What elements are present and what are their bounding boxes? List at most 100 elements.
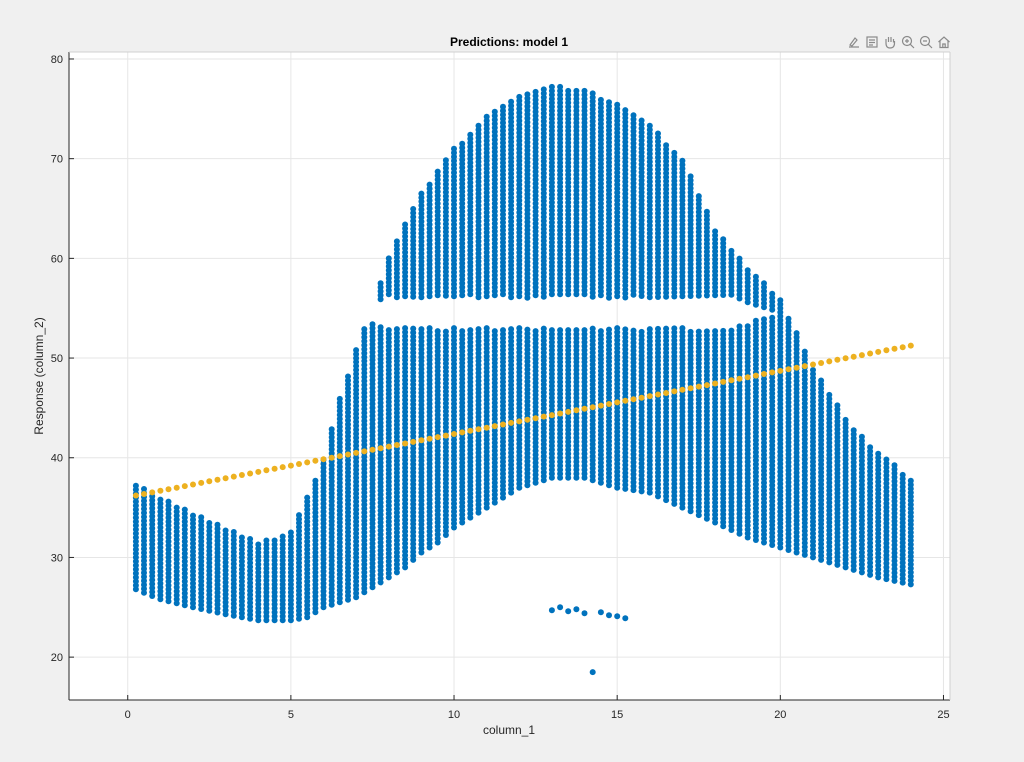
observed-point	[296, 512, 302, 519]
observed-point	[247, 536, 254, 542]
observed-point	[459, 328, 466, 335]
observed-point	[622, 326, 629, 333]
observed-point	[402, 325, 409, 332]
observed-point	[679, 325, 686, 332]
observed-point	[214, 521, 221, 528]
observed-point	[573, 327, 580, 334]
observed-point	[451, 145, 457, 152]
observed-point	[744, 323, 751, 330]
observed-point	[198, 514, 205, 521]
observed-point	[263, 537, 270, 544]
observed-point	[459, 140, 466, 147]
observed-point	[426, 325, 433, 332]
observed-point	[500, 103, 506, 110]
observed-point	[345, 373, 351, 380]
observed-point	[720, 236, 727, 243]
observed-point	[418, 190, 425, 197]
observed-point	[646, 122, 653, 129]
observed-point	[720, 327, 727, 334]
observed-point	[712, 328, 719, 335]
observed-point	[516, 325, 523, 332]
observed-point	[655, 325, 661, 332]
observed-point	[361, 326, 368, 333]
observed-point	[385, 327, 392, 334]
observed-point	[671, 325, 678, 332]
observed-point	[663, 325, 670, 332]
observed-point	[532, 328, 539, 335]
observed-point	[508, 98, 515, 105]
observed-point	[540, 86, 547, 93]
observed-point	[426, 181, 433, 188]
observed-point	[385, 255, 392, 262]
observed-point	[630, 112, 637, 119]
observed-point	[597, 328, 604, 335]
observed-point	[500, 327, 506, 334]
observed-point	[222, 527, 229, 534]
observed-point	[728, 247, 735, 254]
observed-point	[695, 328, 702, 335]
observed-point	[695, 193, 702, 200]
observed-point	[638, 117, 645, 124]
observed-point	[573, 87, 580, 94]
observed-point	[597, 96, 604, 103]
observed-point	[141, 486, 147, 492]
observed-point	[475, 122, 482, 129]
observed-point	[540, 325, 547, 332]
observed-point	[630, 327, 637, 334]
observed-point	[736, 255, 743, 262]
observed-point	[165, 498, 172, 505]
observed-point	[230, 529, 237, 535]
observed-point	[393, 238, 400, 245]
observed-point	[491, 328, 498, 335]
observed-point	[614, 325, 621, 332]
observed-point	[238, 534, 245, 541]
observed-point	[377, 324, 384, 331]
observed-point	[336, 395, 343, 402]
observed-point	[410, 206, 417, 212]
observed-point	[548, 83, 555, 90]
observed-point	[638, 328, 645, 335]
observed-point	[287, 529, 294, 536]
observed-point	[442, 328, 449, 335]
observed-point	[622, 107, 629, 114]
observed-point	[173, 504, 180, 511]
observed-point	[369, 321, 376, 328]
observed-point	[646, 326, 653, 333]
observed-point	[442, 157, 449, 164]
observed-point	[279, 533, 286, 540]
observed-point	[761, 316, 767, 323]
observed-point	[157, 496, 164, 503]
observed-point	[703, 328, 710, 335]
observed-point	[410, 325, 417, 332]
observed-point	[353, 347, 360, 354]
observed-point	[655, 130, 661, 137]
observed-point	[402, 221, 409, 228]
observed-point	[736, 323, 743, 330]
observed-point	[614, 101, 621, 108]
observed-point	[418, 326, 425, 333]
observed-point	[508, 326, 515, 333]
observed-point	[761, 280, 767, 287]
observed-point	[606, 99, 612, 106]
observed-point	[434, 168, 441, 175]
observed-point	[475, 326, 482, 333]
observed-point	[752, 317, 759, 324]
plot-area	[132, 83, 914, 676]
observed-point	[312, 477, 319, 484]
observed-point	[483, 325, 490, 332]
observed-point	[467, 131, 474, 138]
observed-point	[581, 327, 588, 334]
observed-point	[516, 93, 523, 100]
observed-point	[557, 327, 564, 334]
observed-point	[532, 88, 539, 95]
observed-point	[703, 208, 710, 215]
observed-point	[663, 142, 670, 149]
observed-series	[132, 83, 914, 676]
observed-point	[467, 327, 474, 334]
observed-point	[606, 326, 612, 333]
observed-point	[671, 149, 678, 156]
observed-point	[393, 326, 400, 333]
observed-point	[728, 327, 735, 334]
observed-point	[132, 482, 139, 489]
